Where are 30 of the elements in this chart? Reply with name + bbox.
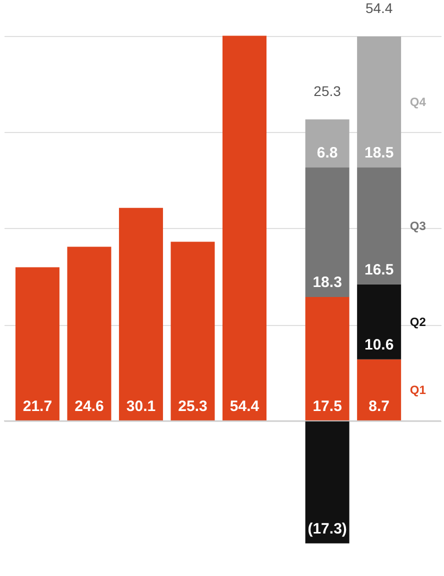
data-label: 21.7 — [22, 398, 52, 416]
bar — [170, 242, 215, 421]
series-label: Q2 — [410, 314, 426, 329]
bar — [222, 36, 266, 421]
total-label: 25.3 — [314, 82, 342, 99]
bar — [305, 167, 350, 298]
data-label: 16.5 — [364, 261, 394, 278]
data-label: 24.6 — [74, 398, 104, 416]
bar — [67, 246, 112, 421]
series-label: Q4 — [410, 95, 426, 109]
data-label: 8.7 — [368, 398, 390, 416]
bar — [305, 119, 350, 168]
bar — [305, 420, 350, 544]
total-label: 54.4 — [365, 0, 393, 16]
bar — [15, 267, 60, 421]
data-label: (17.3) — [308, 520, 347, 538]
bar — [357, 36, 402, 168]
data-label: 25.3 — [178, 398, 208, 416]
bar — [118, 208, 163, 421]
data-label: 10.6 — [364, 336, 394, 354]
bar — [357, 167, 402, 284]
data-label: 6.8 — [316, 144, 338, 162]
series-label: Q3 — [410, 218, 426, 233]
data-label: 17.5 — [312, 398, 342, 416]
bar — [357, 284, 402, 360]
series-label: Q1 — [410, 383, 426, 398]
data-label: 18.5 — [364, 144, 394, 162]
data-label: 54.4 — [230, 398, 260, 416]
data-label: 30.1 — [126, 398, 156, 416]
data-label: 18.3 — [312, 274, 342, 292]
